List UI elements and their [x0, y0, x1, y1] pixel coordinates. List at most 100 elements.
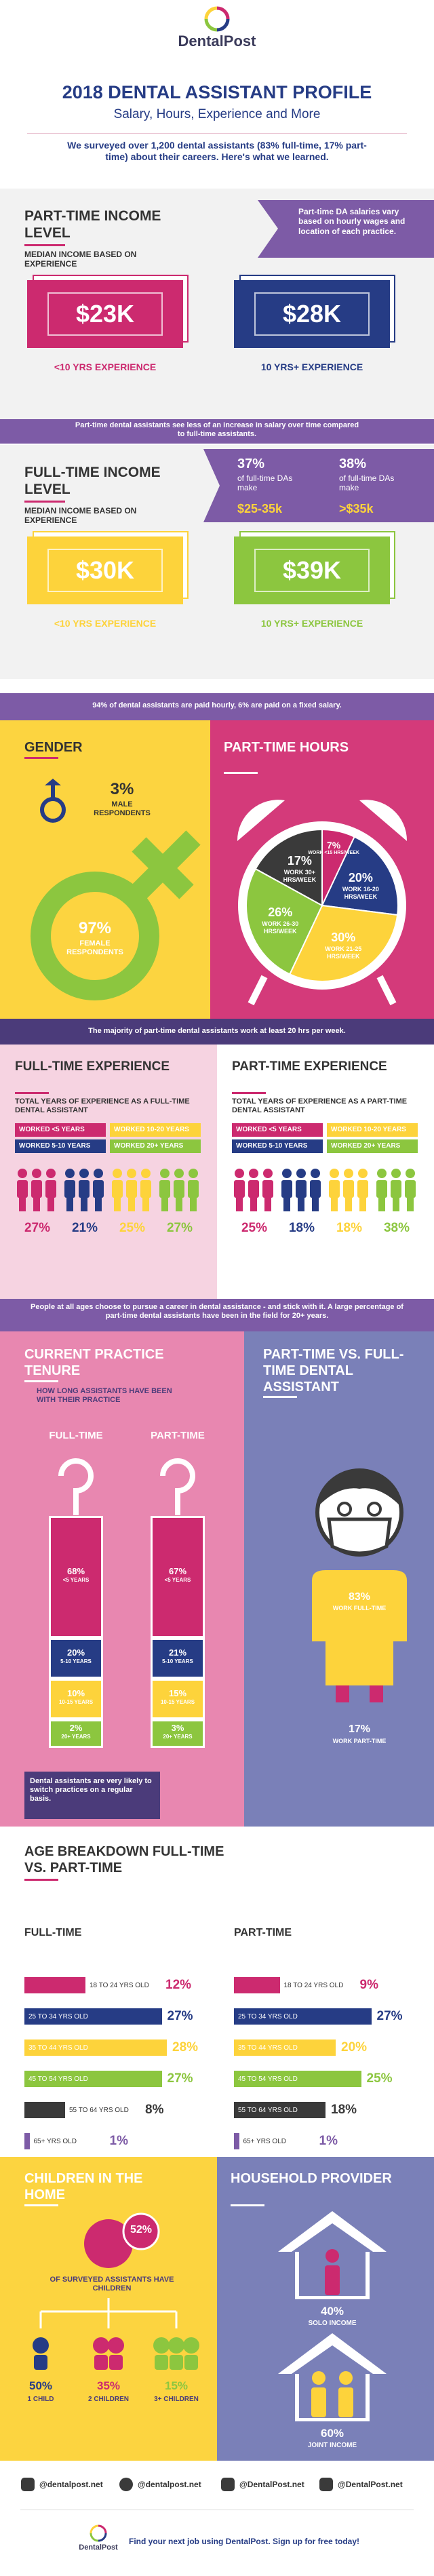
- leg: [248, 975, 268, 1006]
- bell: [359, 800, 408, 841]
- pie-slice: [288, 904, 399, 982]
- household-label: SOLO INCOME: [308, 2320, 357, 2327]
- person-head: [113, 1169, 122, 1178]
- section-title: AGE BREAKDOWN FULL-TIME VS. PART-TIME: [24, 1844, 224, 1875]
- column-label: PART-TIME: [151, 1430, 205, 1441]
- person-legs: [19, 1198, 26, 1211]
- female-icon: [31, 830, 201, 1000]
- children-group-pct: 15%: [164, 2379, 189, 2392]
- experience-value: 38%: [383, 1221, 410, 1235]
- note-shape: [258, 200, 434, 258]
- segment-label: <5 YEARS: [164, 1577, 191, 1583]
- bill-amount: $39K: [282, 556, 342, 584]
- person-head: [18, 1169, 27, 1178]
- legs: [370, 1682, 383, 1702]
- person-body: [357, 1180, 368, 1198]
- person-head: [32, 1169, 41, 1178]
- kid-body: [155, 2355, 168, 2370]
- age-bar: [24, 2102, 65, 2118]
- footer-logo-icon: [90, 2524, 107, 2542]
- banner: [0, 1019, 434, 1045]
- segment-pct: 3%: [171, 1723, 184, 1733]
- person-legs: [236, 1198, 243, 1211]
- person-body: [376, 1180, 387, 1198]
- experience-value: 27%: [24, 1221, 51, 1235]
- age-category: 25 TO 34 YRS OLD: [238, 2013, 298, 2021]
- age-value: 28%: [172, 2040, 199, 2054]
- logo-arc: [216, 18, 230, 32]
- age-value: 9%: [359, 1978, 378, 1992]
- bill: [27, 280, 183, 348]
- person-body: [93, 1180, 104, 1198]
- social-shape: [221, 2478, 235, 2491]
- bill-inner: [254, 292, 370, 336]
- segment-pct: 10%: [66, 1688, 85, 1698]
- note-arrow: [258, 200, 434, 258]
- children-group-label: 1 CHILD: [27, 2396, 54, 2403]
- hanger: [160, 1458, 195, 1515]
- age-value: 12%: [165, 1978, 192, 1992]
- person-head: [311, 1169, 320, 1178]
- stat-arrow: [203, 449, 434, 522]
- person-head: [344, 1169, 353, 1178]
- title-underline: [231, 2204, 264, 2206]
- banner-text: Part-time dental assistants see less of …: [75, 421, 359, 439]
- people-group: [234, 1169, 273, 1211]
- segment-label: 5-10 YEARS: [162, 1658, 193, 1664]
- household-label: JOINT INCOME: [307, 2442, 357, 2449]
- segment-pct: 20%: [66, 1647, 85, 1658]
- experience-value: 18%: [288, 1221, 315, 1235]
- legend-text: WORKED 20+ YEARS: [331, 1142, 401, 1150]
- person-head: [330, 1169, 339, 1178]
- banner-text: The majority of part-time dental assista…: [88, 1027, 346, 1035]
- age-value: 1%: [109, 2134, 128, 2148]
- person-body: [159, 1180, 170, 1198]
- tree-lines: [39, 2298, 178, 2328]
- section-title: CHILDREN IN THE HOME: [24, 2171, 143, 2202]
- slice-pct: 20%: [348, 870, 373, 884]
- legend-chip: [110, 1123, 201, 1137]
- stat-range: >$35k: [339, 502, 374, 515]
- note: Part-time DA salaries vary based on hour…: [298, 207, 406, 236]
- banner: [0, 419, 434, 444]
- segment-label: 20+ YEARS: [163, 1734, 193, 1740]
- female-cross: [132, 837, 194, 899]
- legend-text: WORKED <5 YEARS: [19, 1126, 85, 1133]
- age-bar: [24, 2071, 162, 2087]
- title-underline: [24, 2204, 58, 2206]
- age-bar: [234, 2133, 239, 2149]
- person-body: [248, 1180, 259, 1198]
- bubble: [122, 2212, 160, 2250]
- people-group: [281, 1169, 321, 1211]
- person-body: [45, 1180, 56, 1198]
- title: 2018 DENTAL ASSISTANT PROFILE: [62, 82, 372, 102]
- section-title: PART-TIME VS. FULL-TIME DENTAL ASSISTANT: [263, 1347, 404, 1394]
- age-bar: [24, 2040, 167, 2056]
- title-underline: [24, 757, 58, 759]
- tenure-bg: [0, 1331, 244, 1827]
- age-value: 18%: [331, 2103, 357, 2117]
- house-roof: [278, 2333, 387, 2374]
- section-title: PART-TIME INCOME LEVEL: [24, 208, 161, 241]
- kids-icon: [93, 2337, 124, 2370]
- slice-pct: 30%: [331, 930, 356, 944]
- bill-label: <10 YRS EXPERIENCE: [54, 618, 157, 629]
- ft-label: WORK FULL-TIME: [332, 1605, 387, 1612]
- age-bar: [234, 2040, 336, 2056]
- social-shape: [119, 2478, 133, 2491]
- segment-pct: 21%: [168, 1647, 187, 1658]
- social-icon: [21, 2478, 35, 2491]
- person-body: [391, 1180, 401, 1198]
- person-head: [358, 1169, 368, 1178]
- bill-amount: $23K: [75, 300, 135, 328]
- kid-head: [93, 2337, 109, 2354]
- section-subtitle: MEDIAN INCOME BASED ON EXPERIENCE: [24, 506, 137, 526]
- intro: We surveyed over 1,200 dental assistants…: [67, 140, 367, 162]
- person-body: [174, 1180, 184, 1198]
- person-body: [112, 1180, 123, 1198]
- banner-text: 94% of dental assistants are paid hourly…: [92, 701, 342, 709]
- legend-chip: [327, 1123, 418, 1137]
- section-title: PART-TIME HOURS: [224, 740, 349, 755]
- people-group: [17, 1169, 56, 1211]
- children-text: OF SURVEYED ASSISTANTS HAVE CHILDREN: [50, 2276, 174, 2293]
